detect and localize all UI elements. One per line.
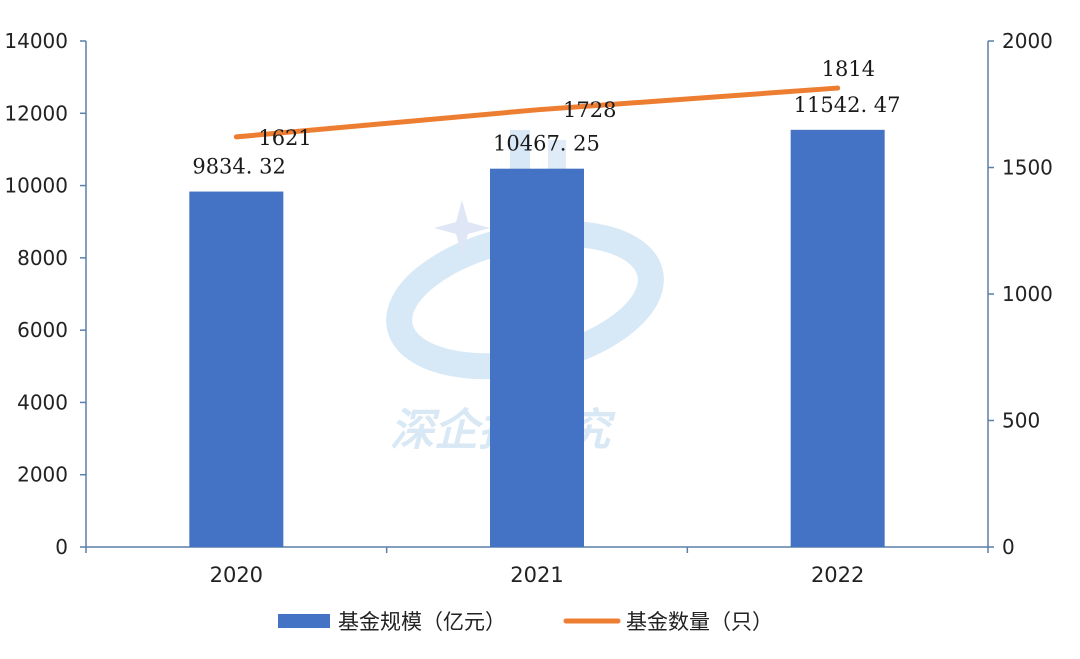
bar xyxy=(790,129,885,548)
line-data-label: 1728 xyxy=(563,98,616,122)
x-tick-label: 2022 xyxy=(811,563,864,587)
y-right-tick-label: 2000 xyxy=(1002,29,1053,53)
y-left-tick-label: 8000 xyxy=(17,246,68,270)
line-series xyxy=(233,85,841,140)
y-left-tick-label: 10000 xyxy=(4,174,68,198)
y-right-tick-label: 500 xyxy=(1002,409,1040,433)
legend-swatch-bar xyxy=(278,614,330,628)
line-point xyxy=(235,135,238,138)
y-right-tick-label: 1000 xyxy=(1002,282,1053,306)
y-right-tick-label: 1500 xyxy=(1002,156,1053,180)
bar-data-label: 11542. 47 xyxy=(794,93,901,117)
y-left-tick-label: 6000 xyxy=(17,318,68,342)
bar-series xyxy=(189,129,885,548)
y-left-tick-label: 14000 xyxy=(4,29,68,53)
x-tick-label: 2020 xyxy=(210,563,263,587)
line-point xyxy=(536,108,538,111)
legend-label-bar: 基金规模（亿元） xyxy=(338,610,506,634)
line-path xyxy=(233,85,841,140)
line-point xyxy=(836,87,839,90)
legend: 基金规模（亿元） 基金数量（只） xyxy=(278,610,773,634)
data-labels: 9834. 32 10467. 25 11542. 47 1621 1728 1814 xyxy=(192,57,900,179)
bar-data-label: 9834. 32 xyxy=(192,155,286,179)
bar xyxy=(189,191,284,547)
y-right-tick-label: 0 xyxy=(1002,535,1015,559)
y-left-tick-label: 4000 xyxy=(17,390,68,414)
legend-label-line: 基金数量（只） xyxy=(626,610,773,634)
y-left-tick-label: 0 xyxy=(55,535,68,559)
bar-data-label: 10467. 25 xyxy=(493,132,600,156)
line-data-label: 1814 xyxy=(822,57,875,81)
x-tick-label: 2021 xyxy=(510,563,563,587)
line-data-label: 1621 xyxy=(258,126,311,150)
bar xyxy=(490,168,584,547)
y-left-tick-label: 2000 xyxy=(17,463,68,487)
y-left-tick-label: 12000 xyxy=(4,101,68,125)
